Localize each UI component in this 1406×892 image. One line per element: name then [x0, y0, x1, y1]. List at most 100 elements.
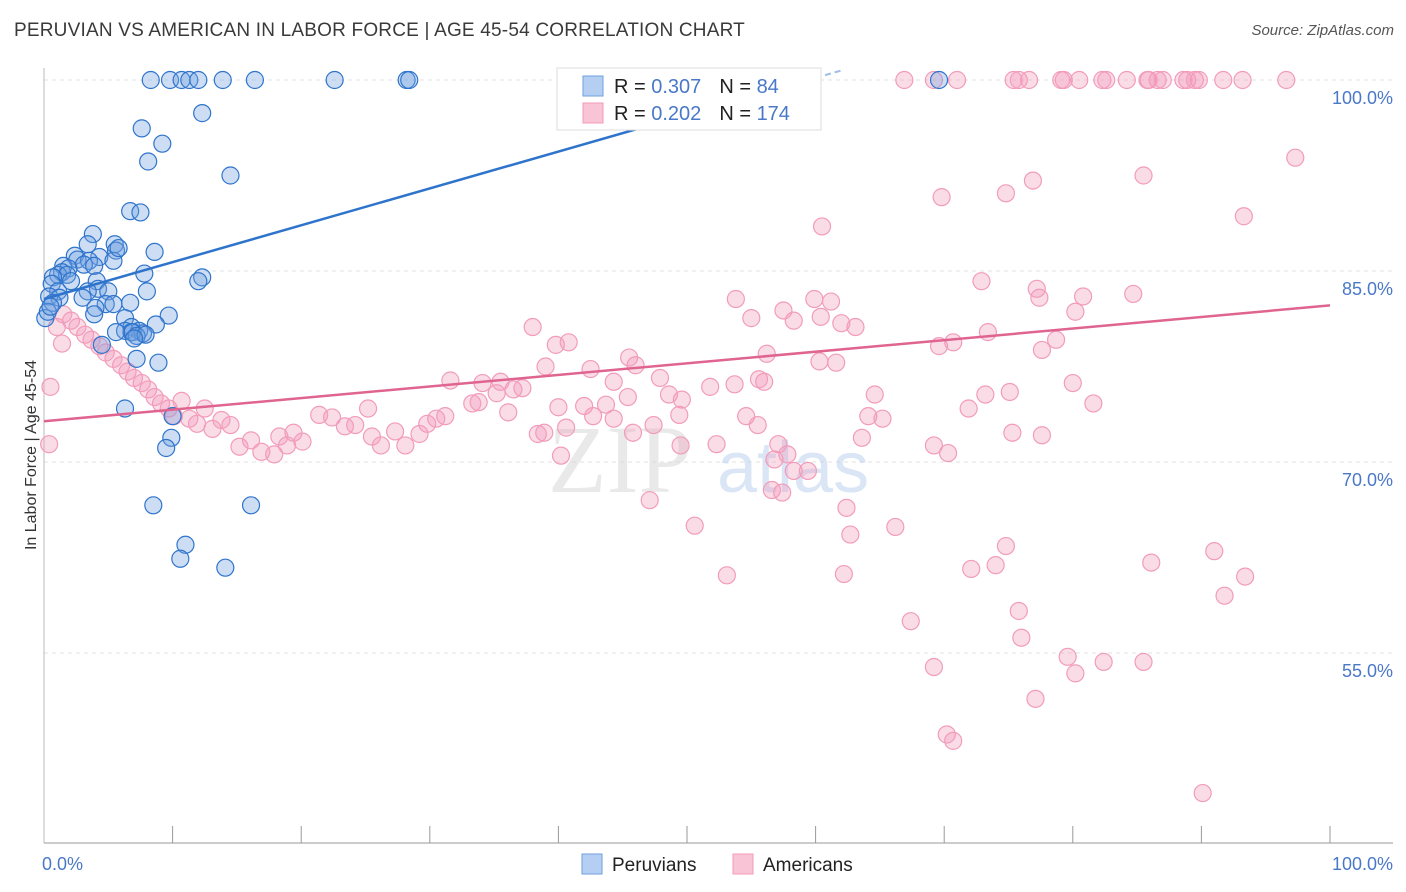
peruvian-point — [159, 306, 178, 325]
american-point — [1023, 171, 1043, 190]
american-point — [1215, 586, 1234, 605]
american-point — [418, 414, 437, 433]
peruvian-point — [85, 305, 104, 324]
bottom-legend-swatch-peruvians — [581, 853, 603, 875]
american-point — [410, 424, 429, 444]
stats-legend-swatch-peruvians — [582, 75, 604, 97]
american-point — [441, 371, 460, 390]
american-point — [671, 436, 690, 455]
american-point — [523, 317, 542, 337]
american-point — [1058, 647, 1077, 666]
y-tick-label: 100.0% — [1332, 88, 1393, 108]
american-point — [221, 415, 240, 435]
american-point — [1066, 664, 1085, 683]
peruvian-point — [106, 323, 126, 342]
american-point — [932, 188, 951, 207]
peruvian-point — [149, 353, 168, 372]
american-point — [581, 359, 600, 379]
peruvian-point — [61, 272, 81, 291]
american-point — [1032, 426, 1052, 445]
americans-trend-line — [43, 304, 1331, 423]
american-point — [701, 377, 720, 396]
peruvian-point — [153, 134, 172, 153]
peruvian-point — [38, 302, 57, 321]
peruvian-point — [141, 70, 160, 90]
american-point — [469, 393, 488, 412]
american-point — [837, 498, 856, 517]
american-point — [270, 427, 289, 446]
american-point — [604, 372, 623, 391]
american-point — [827, 353, 846, 372]
american-point — [821, 292, 841, 311]
peruvian-point — [131, 203, 150, 222]
american-point — [604, 409, 623, 428]
american-point — [659, 385, 679, 404]
american-point — [798, 461, 817, 481]
american-point — [1097, 70, 1116, 90]
american-point — [1046, 330, 1066, 349]
american-point — [859, 407, 878, 426]
american-point — [575, 396, 594, 416]
american-point — [1124, 284, 1143, 304]
american-point — [769, 435, 788, 454]
american-point — [463, 394, 482, 413]
peruvian-point — [241, 496, 261, 515]
american-point — [811, 307, 830, 326]
peruvian-point — [124, 329, 144, 348]
stats-legend-swatch-americans — [582, 102, 604, 124]
american-point — [834, 564, 853, 584]
american-point — [513, 379, 532, 398]
stats-legend: R = 0.307 N = 84 R = 0.202 N = 174 — [556, 67, 822, 131]
peruvian-point — [121, 293, 140, 312]
peruvian-point — [245, 70, 265, 90]
american-point — [852, 428, 871, 447]
american-point — [924, 436, 944, 455]
peruvian-point — [221, 166, 240, 185]
american-point — [385, 422, 405, 441]
peruvian-point — [325, 70, 344, 90]
peruvian-point — [216, 558, 235, 577]
american-point — [1148, 70, 1167, 90]
american-point — [1093, 70, 1112, 90]
american-point — [944, 731, 963, 750]
peruvian-point — [144, 496, 163, 515]
american-point — [832, 314, 851, 333]
peruvian-point — [163, 407, 182, 426]
american-point — [618, 387, 637, 407]
american-point — [784, 311, 803, 330]
american-point — [52, 334, 72, 353]
american-point — [996, 184, 1016, 203]
american-point — [620, 348, 639, 367]
american-point — [757, 344, 776, 363]
american-point — [810, 352, 829, 371]
peruvian-point — [132, 119, 151, 138]
american-point — [1094, 652, 1113, 672]
american-point — [1003, 423, 1022, 442]
american-point — [644, 415, 663, 435]
chart-title: PERUVIAN VS AMERICAN IN LABOR FORCE | AG… — [14, 20, 745, 41]
stats-n-value: 84 — [757, 76, 779, 98]
peruvian-point — [929, 70, 949, 90]
american-point — [1054, 70, 1073, 90]
american-point — [749, 370, 769, 389]
american-point — [396, 436, 415, 455]
american-point — [901, 612, 920, 631]
y-tick-label: 55.0% — [1342, 661, 1393, 681]
american-point — [1134, 166, 1153, 185]
y-tick-label: 70.0% — [1342, 470, 1393, 490]
peruvian-point — [193, 104, 212, 123]
american-point — [1234, 207, 1253, 226]
peruvian-point — [136, 325, 155, 344]
american-point — [1277, 70, 1296, 90]
american-point — [145, 387, 164, 407]
american-point — [1009, 70, 1028, 90]
y-tick-labels: 100.0% 85.0% 70.0% 55.0% — [1332, 88, 1393, 681]
peruvian-point — [41, 297, 60, 316]
american-point — [986, 556, 1005, 575]
american-point — [1117, 70, 1136, 90]
american-point — [1205, 542, 1224, 561]
american-point — [670, 405, 689, 424]
american-point — [76, 325, 95, 344]
american-point — [1134, 652, 1153, 672]
peruvian-point — [189, 272, 208, 291]
